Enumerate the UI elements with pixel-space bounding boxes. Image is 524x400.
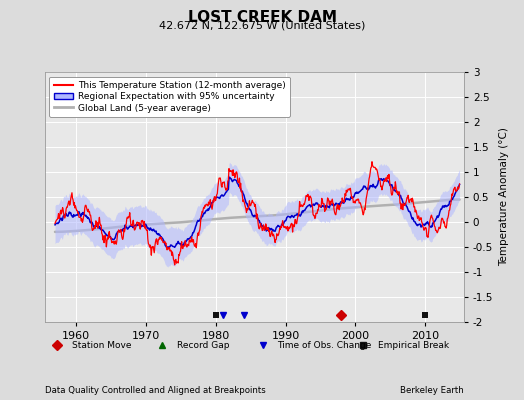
Text: Data Quality Controlled and Aligned at Breakpoints: Data Quality Controlled and Aligned at B…: [45, 386, 265, 395]
Legend: This Temperature Station (12-month average), Regional Expectation with 95% uncer: This Temperature Station (12-month avera…: [49, 76, 290, 117]
Text: Station Move: Station Move: [72, 340, 132, 350]
Y-axis label: Temperature Anomaly (°C): Temperature Anomaly (°C): [499, 128, 509, 266]
Text: LOST CREEK DAM: LOST CREEK DAM: [188, 10, 336, 25]
Text: Record Gap: Record Gap: [177, 340, 229, 350]
Text: Time of Obs. Change: Time of Obs. Change: [277, 340, 372, 350]
Text: Empirical Break: Empirical Break: [378, 340, 449, 350]
Text: Berkeley Earth: Berkeley Earth: [400, 386, 464, 395]
Text: 42.672 N, 122.675 W (United States): 42.672 N, 122.675 W (United States): [159, 21, 365, 31]
